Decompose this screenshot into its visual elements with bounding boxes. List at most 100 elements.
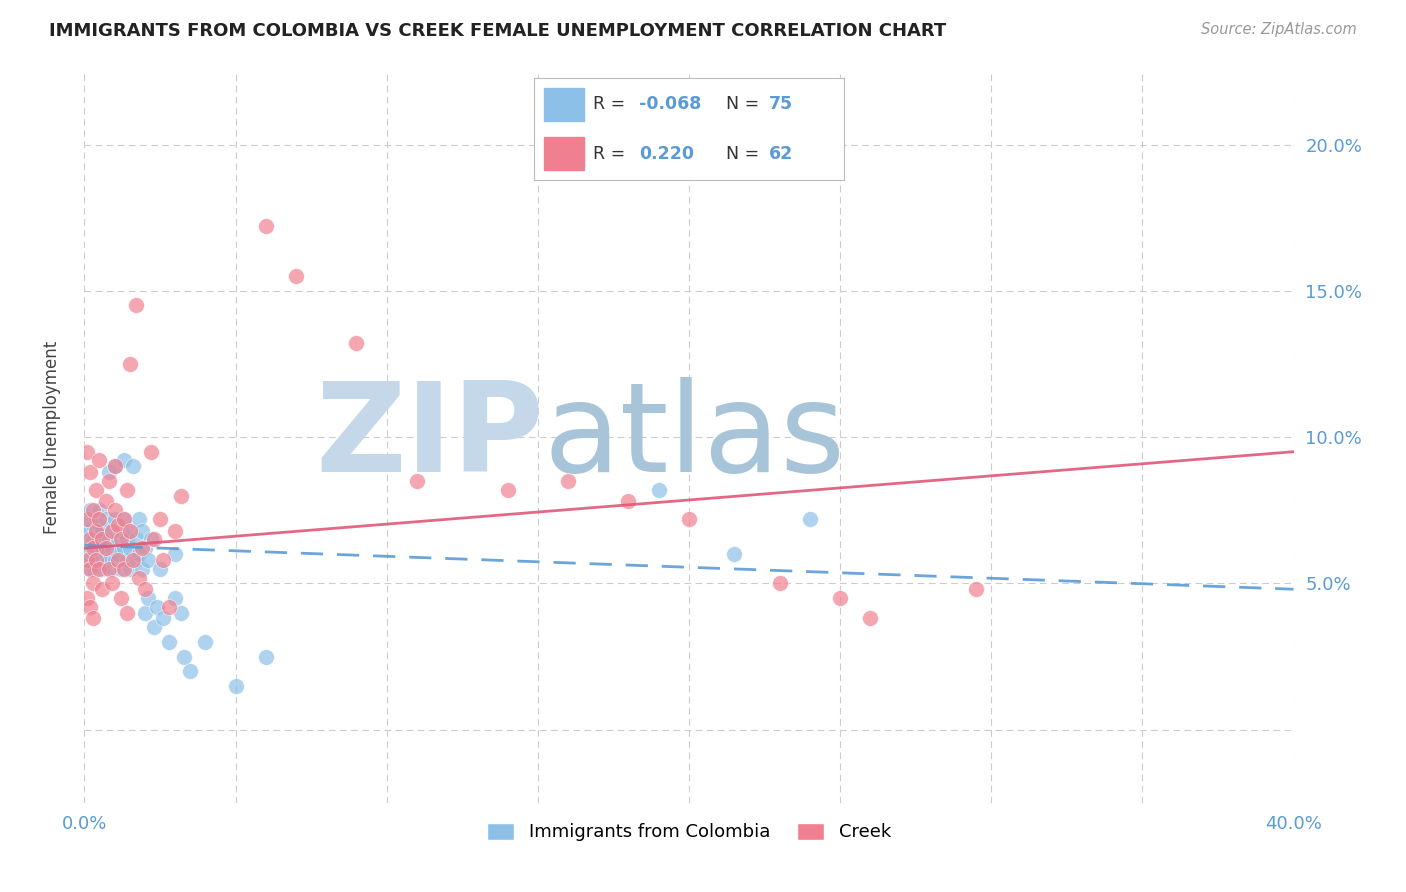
Point [76, 547, 98, 561]
Point [112, 562, 135, 576]
Point [82, 547, 104, 561]
Text: R =: R = [593, 95, 631, 113]
Point [118, 562, 141, 576]
Point [100, 524, 122, 538]
Point [82, 576, 104, 591]
Point [110, 591, 132, 605]
Point [152, 611, 174, 625]
Text: -0.068: -0.068 [640, 95, 702, 113]
Point [110, 562, 132, 576]
Point [107, 517, 129, 532]
Point [139, 533, 162, 547]
Point [82, 611, 104, 625]
Point [115, 606, 138, 620]
Point [134, 582, 156, 597]
Point [346, 336, 368, 351]
Point [179, 664, 201, 678]
Point [152, 553, 174, 567]
Point [94, 533, 117, 547]
Point [121, 553, 143, 567]
Point [136, 553, 159, 567]
Point [82, 533, 104, 547]
Point [100, 541, 122, 556]
Point [79, 599, 101, 614]
Point [165, 547, 187, 561]
Text: 62: 62 [769, 145, 793, 162]
Point [82, 517, 104, 532]
Point [115, 533, 138, 547]
Point [104, 459, 127, 474]
Point [97, 465, 120, 479]
Text: Source: ZipAtlas.com: Source: ZipAtlas.com [1201, 22, 1357, 37]
Text: N =: N = [725, 95, 765, 113]
Point [149, 512, 172, 526]
Point [100, 576, 122, 591]
Text: 75: 75 [769, 95, 793, 113]
Point [142, 533, 165, 547]
Point [170, 606, 193, 620]
Text: N =: N = [725, 145, 765, 162]
Point [79, 533, 101, 547]
Point [125, 533, 148, 547]
Point [799, 512, 821, 526]
Point [86, 524, 108, 538]
Point [76, 444, 98, 458]
Point [76, 512, 98, 526]
Point [118, 524, 141, 538]
Point [617, 494, 640, 508]
Point [79, 541, 101, 556]
Point [110, 524, 132, 538]
Y-axis label: Female Unemployment: Female Unemployment [44, 341, 62, 533]
Point [91, 524, 114, 538]
Point [79, 562, 101, 576]
Point [118, 357, 141, 371]
Text: R =: R = [593, 145, 637, 162]
Point [86, 483, 108, 497]
Point [146, 599, 169, 614]
Point [723, 547, 745, 561]
Point [86, 553, 108, 567]
Point [118, 541, 141, 556]
Legend: Immigrants from Colombia, Creek: Immigrants from Colombia, Creek [479, 815, 898, 848]
Point [79, 562, 101, 576]
Point [97, 553, 120, 567]
Point [157, 635, 180, 649]
Point [149, 562, 172, 576]
Point [496, 483, 519, 497]
Point [107, 547, 129, 561]
Point [131, 524, 153, 538]
Point [82, 541, 104, 556]
Point [131, 541, 153, 556]
Point [76, 533, 98, 547]
Point [91, 582, 114, 597]
Point [89, 512, 111, 526]
Point [89, 562, 111, 576]
Point [859, 611, 882, 625]
Point [128, 547, 150, 561]
Point [104, 459, 127, 474]
Point [115, 553, 138, 567]
Point [254, 649, 277, 664]
Point [965, 582, 987, 597]
Point [94, 541, 117, 556]
Point [134, 541, 156, 556]
Point [112, 512, 135, 526]
Point [94, 512, 117, 526]
Point [79, 503, 101, 517]
Point [97, 533, 120, 547]
Point [86, 541, 108, 556]
Point [121, 459, 143, 474]
Point [82, 503, 104, 517]
Point [115, 483, 138, 497]
Point [134, 606, 156, 620]
Point [86, 524, 108, 538]
Point [82, 562, 104, 576]
Point [648, 483, 671, 497]
Point [830, 591, 852, 605]
Point [91, 541, 114, 556]
Point [100, 562, 122, 576]
Point [104, 512, 127, 526]
Point [76, 512, 98, 526]
Point [128, 570, 150, 584]
Point [76, 553, 98, 567]
